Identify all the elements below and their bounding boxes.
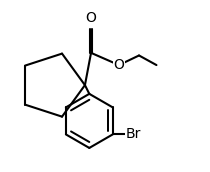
- Text: Br: Br: [126, 127, 141, 141]
- Text: O: O: [86, 11, 96, 25]
- Text: O: O: [114, 58, 124, 72]
